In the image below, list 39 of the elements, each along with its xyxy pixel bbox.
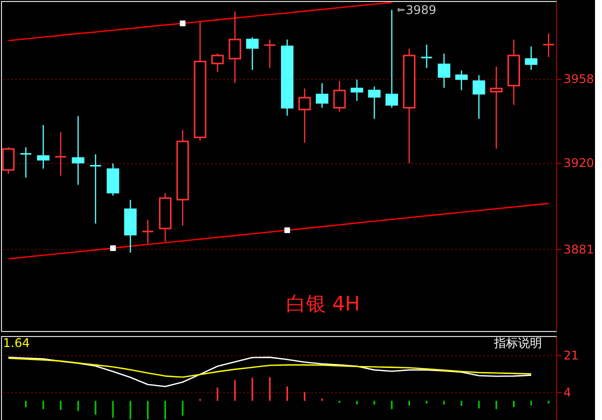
text: 白银 4H: [286, 292, 360, 316]
y-tick-label: 4: [564, 386, 572, 400]
line-series: [8, 202, 550, 260]
candlestick: [368, 86, 381, 120]
candlestick: [490, 66, 503, 150]
y-tick-label: 3958: [564, 72, 594, 86]
candlestick: [106, 162, 120, 196]
candlestick: [246, 36, 259, 70]
candlestick: [211, 52, 224, 72]
candlestick: [142, 219, 154, 244]
candlestick: [333, 80, 346, 112]
candlestick: [420, 44, 433, 68]
y-tick-label: 3920: [564, 156, 594, 170]
candlestick: [524, 46, 538, 70]
candlestick: [89, 154, 102, 224]
candlestick: [20, 146, 32, 178]
y-tick-label: 3881: [564, 242, 594, 257]
line-series: [8, 2, 392, 42]
candlestick: [228, 10, 242, 84]
candlestick: [455, 70, 468, 91]
candlestick: [316, 82, 328, 108]
candlestick: [542, 32, 555, 58]
point: [180, 20, 186, 26]
point: [284, 227, 290, 234]
candlestick: [54, 132, 67, 176]
candlestick: [298, 88, 311, 144]
candlestick: [438, 52, 450, 88]
candlestick: [472, 74, 486, 120]
candlestick: [37, 124, 50, 170]
line-series: [8, 358, 532, 378]
y-tick-label: 21: [564, 348, 579, 363]
annotation: 3989: [406, 2, 436, 17]
candlestick: [350, 79, 364, 102]
annotation: 1.64: [3, 336, 30, 350]
annotation: 指标说明: [493, 336, 542, 350]
candlestick: [72, 116, 84, 186]
point: [110, 245, 116, 251]
line-series: [8, 356, 532, 388]
candlestick: [264, 38, 276, 68]
